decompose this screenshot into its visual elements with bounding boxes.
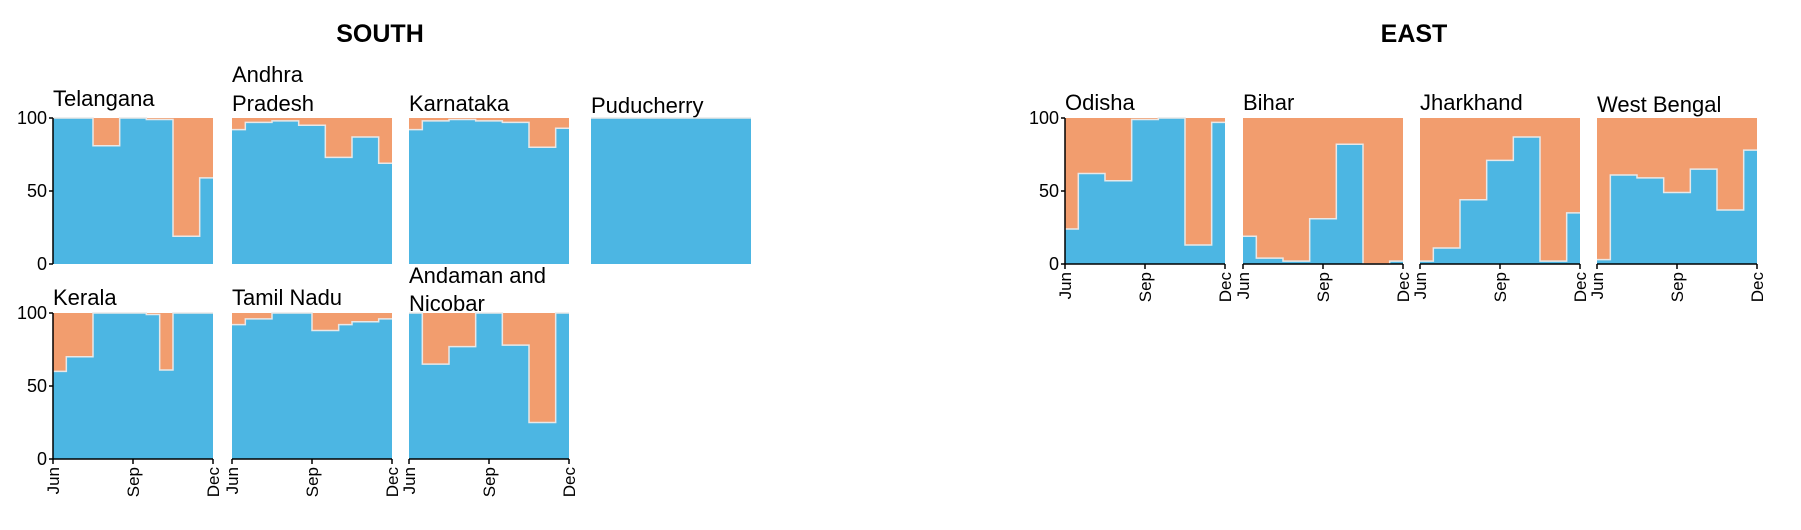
- panel-title-line: Jharkhand: [1420, 90, 1523, 115]
- step-line: [53, 312, 213, 373]
- x-tick-label: Dec: [1394, 272, 1413, 303]
- panel-title-line: Puducherry: [591, 93, 704, 118]
- x-tick-label: Dec: [1571, 272, 1590, 303]
- panel-title-line: Kerala: [53, 285, 117, 310]
- panel-odisha: Odisha 0 50 100 Jun Sep Dec: [1029, 90, 1235, 302]
- panel-puducherry: Puducherry: [591, 93, 751, 264]
- y-tick-label: 50: [1039, 181, 1059, 201]
- step-line: [1420, 136, 1580, 262]
- blue-area: [232, 120, 392, 264]
- step-line: [232, 120, 392, 165]
- y-tick-label: 100: [1029, 108, 1059, 128]
- x-tick-label: Sep: [1136, 272, 1155, 302]
- panel-title-line: Tamil Nadu: [232, 285, 342, 310]
- y-tick-label: 0: [37, 254, 47, 274]
- panel-title-line: Odisha: [1065, 90, 1135, 115]
- x-tick-label: Sep: [1491, 272, 1510, 302]
- panel-title: Kerala: [53, 285, 117, 310]
- x-tick-label: Dec: [560, 467, 579, 498]
- x-tick-label: Jun: [223, 467, 242, 494]
- region-title: EAST: [1381, 20, 1448, 48]
- panel-tamil-nadu: Tamil Nadu Jun Sep Dec: [223, 285, 402, 497]
- region-south: SOUTH Telangana 0 50 100 Andhra Pradesh Karnata…: [17, 20, 751, 497]
- panel-title-line: West Bengal: [1597, 92, 1721, 117]
- x-tick-label: Sep: [1668, 272, 1687, 302]
- panel-andaman-and-nicobar: Andaman and Nicobar Jun Sep Dec: [400, 263, 579, 497]
- panel-title: Karnataka: [409, 91, 510, 116]
- panel-title: Tamil Nadu: [232, 285, 342, 310]
- x-tick-label: Jun: [1588, 272, 1607, 299]
- panel-title: Puducherry: [591, 93, 704, 118]
- panel-title-line: Andhra: [232, 62, 304, 87]
- panel-title: Andaman and Nicobar: [409, 263, 546, 316]
- panel-west-bengal: West Bengal Jun Sep Dec: [1588, 92, 1767, 302]
- y-tick-label: 50: [27, 181, 47, 201]
- panel-title: Jharkhand: [1420, 90, 1523, 115]
- panel-title-line: Nicobar: [409, 291, 485, 316]
- x-tick-label: Dec: [204, 467, 223, 498]
- y-tick-label: 100: [17, 303, 47, 323]
- panel-title-line: Pradesh: [232, 91, 314, 116]
- y-tick-label: 100: [17, 108, 47, 128]
- y-tick-label: 0: [1049, 254, 1059, 274]
- step-line: [409, 118, 569, 148]
- region-title: SOUTH: [336, 20, 424, 48]
- x-tick-label: Jun: [1056, 272, 1075, 299]
- panel-bihar: Bihar Jun Sep Dec: [1234, 90, 1413, 302]
- panel-karnataka: Karnataka: [409, 91, 569, 265]
- panel-title-line: Karnataka: [409, 91, 510, 116]
- x-tick-label: Jun: [1411, 272, 1430, 299]
- y-tick-label: 0: [37, 449, 47, 469]
- panel-title-line: Bihar: [1243, 90, 1294, 115]
- x-tick-label: Sep: [1314, 272, 1333, 302]
- x-tick-label: Sep: [480, 467, 499, 497]
- step-line: [409, 312, 569, 424]
- step-line: [53, 117, 213, 238]
- x-tick-label: Sep: [303, 467, 322, 497]
- panel-title-line: Telangana: [53, 86, 155, 111]
- panel-title: Odisha: [1065, 90, 1135, 115]
- panel-title: West Bengal: [1597, 92, 1721, 117]
- y-tick-label: 50: [27, 376, 47, 396]
- panel-title: Bihar: [1243, 90, 1294, 115]
- x-tick-label: Dec: [1216, 272, 1235, 303]
- panel-title-line: Andaman and: [409, 263, 546, 288]
- blue-area: [409, 119, 569, 265]
- x-tick-label: Jun: [400, 467, 419, 494]
- step-line: [1065, 117, 1225, 246]
- x-tick-label: Dec: [383, 467, 402, 498]
- panel-title: Andhra Pradesh: [232, 62, 314, 116]
- step-line: [1597, 149, 1757, 261]
- x-tick-label: Sep: [124, 467, 143, 497]
- blue-area: [591, 118, 751, 264]
- panel-jharkhand: Jharkhand Jun Sep Dec: [1411, 90, 1590, 302]
- panel-title: Telangana: [53, 86, 155, 111]
- x-tick-label: Jun: [44, 467, 63, 494]
- panel-kerala: Kerala 0 50 100 Jun Sep Dec: [17, 285, 223, 497]
- x-tick-label: Jun: [1234, 272, 1253, 299]
- panel-telangana: Telangana 0 50 100: [17, 86, 213, 274]
- step-line: [232, 312, 392, 332]
- blue-area: [232, 313, 392, 459]
- panel-andhra-pradesh: Andhra Pradesh: [232, 62, 392, 264]
- x-tick-label: Dec: [1748, 272, 1767, 303]
